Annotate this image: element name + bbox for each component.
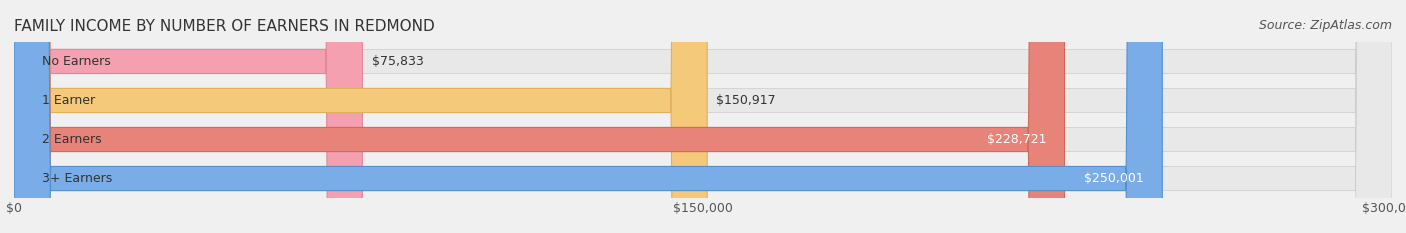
Text: 2 Earners: 2 Earners <box>42 133 101 146</box>
Text: $250,001: $250,001 <box>1084 172 1144 185</box>
FancyBboxPatch shape <box>14 0 1064 233</box>
FancyBboxPatch shape <box>14 0 1392 233</box>
Text: $228,721: $228,721 <box>987 133 1046 146</box>
FancyBboxPatch shape <box>14 0 1392 233</box>
Text: 3+ Earners: 3+ Earners <box>42 172 112 185</box>
FancyBboxPatch shape <box>14 0 707 233</box>
Text: 1 Earner: 1 Earner <box>42 94 94 107</box>
FancyBboxPatch shape <box>14 0 363 233</box>
Text: $75,833: $75,833 <box>371 55 423 68</box>
FancyBboxPatch shape <box>14 0 1163 233</box>
Text: No Earners: No Earners <box>42 55 110 68</box>
FancyBboxPatch shape <box>14 0 1392 233</box>
Text: Source: ZipAtlas.com: Source: ZipAtlas.com <box>1258 19 1392 32</box>
FancyBboxPatch shape <box>14 0 1392 233</box>
Text: $150,917: $150,917 <box>717 94 776 107</box>
Text: FAMILY INCOME BY NUMBER OF EARNERS IN REDMOND: FAMILY INCOME BY NUMBER OF EARNERS IN RE… <box>14 19 434 34</box>
